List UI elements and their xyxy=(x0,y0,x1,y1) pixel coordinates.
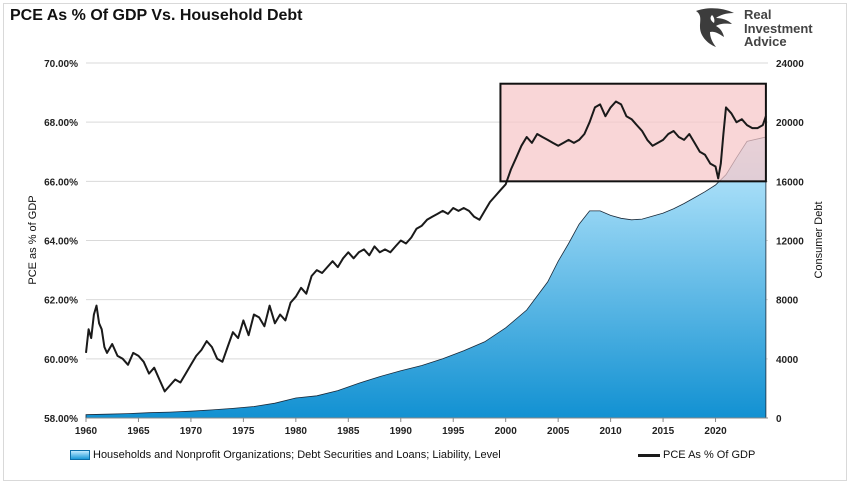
x-tick-label: 1970 xyxy=(180,426,203,437)
chart-title: PCE As % Of GDP Vs. Household Debt xyxy=(10,7,303,24)
pce-line-series xyxy=(85,100,767,393)
logo-line-3: Advice xyxy=(744,34,787,49)
x-tick-label: 1965 xyxy=(127,426,150,437)
eagle-head-icon xyxy=(696,8,734,47)
y-right-tick-label: 20000 xyxy=(776,118,804,129)
legend-label-debt: Households and Nonprofit Organizations; … xyxy=(93,449,501,461)
highlight-box-rect xyxy=(500,83,766,182)
y-left-tick-label: 60.00% xyxy=(44,355,78,366)
y-right-tick-label: 8000 xyxy=(776,296,799,307)
legend-item-pce: PCE As % Of GDP xyxy=(638,449,755,461)
logo-line-1: Real xyxy=(744,7,772,22)
y-right-tick-label: 16000 xyxy=(776,177,804,188)
highlight-box-outline xyxy=(499,82,767,183)
brand-logo: Real Investment Advice xyxy=(692,5,832,51)
tick-labels: 58.00% 60.00% 62.00% 64.00% 66.00% 68.00% 70.0… xyxy=(44,59,804,437)
pce-line xyxy=(85,100,767,393)
chart-frame xyxy=(3,3,847,481)
y-left-tick-label: 68.00% xyxy=(44,118,78,129)
x-tick-label: 1960 xyxy=(75,426,98,437)
chart-legend: Households and Nonprofit Organizations; … xyxy=(70,449,812,465)
x-tick-label: 1975 xyxy=(232,426,255,437)
legend-item-debt: Households and Nonprofit Organizations; … xyxy=(70,449,501,461)
x-tick-label: 2020 xyxy=(704,426,727,437)
highlight-box-border xyxy=(499,82,767,183)
debt-area xyxy=(85,136,767,419)
x-tick-label: 1995 xyxy=(442,426,465,437)
y-left-tick-label: 58.00% xyxy=(44,414,78,425)
x-tick-label: 2000 xyxy=(495,426,518,437)
axes xyxy=(85,417,768,422)
y-right-tick-label: 12000 xyxy=(776,237,804,248)
y-left-tick-label: 64.00% xyxy=(44,237,78,248)
y-left-tick-label: 62.00% xyxy=(44,296,78,307)
x-tick-label: 2015 xyxy=(652,426,675,437)
x-tick-label: 2010 xyxy=(599,426,622,437)
x-tick-label: 1985 xyxy=(337,426,360,437)
y-left-tick-label: 66.00% xyxy=(44,177,78,188)
x-tick-label: 1990 xyxy=(390,426,413,437)
y-right-tick-label: 4000 xyxy=(776,355,799,366)
highlight-box-fill xyxy=(500,83,766,182)
debt-area-series xyxy=(85,136,767,419)
y-axis-right-label: Consumer Debt xyxy=(813,201,825,278)
y-right-tick-label: 0 xyxy=(776,414,782,425)
legend-label-pce: PCE As % Of GDP xyxy=(663,449,756,461)
y-right-tick-label: 24000 xyxy=(776,59,804,70)
y-axis-left-label: PCE as % of GDP xyxy=(27,195,39,284)
y-left-tick-label: 70.00% xyxy=(44,59,78,70)
x-tick-label: 2005 xyxy=(547,426,570,437)
x-tick-label: 1980 xyxy=(285,426,308,437)
legend-swatch-line xyxy=(638,453,660,457)
logo-line-2: Investment xyxy=(744,20,813,36)
legend-swatch-area xyxy=(70,450,90,460)
